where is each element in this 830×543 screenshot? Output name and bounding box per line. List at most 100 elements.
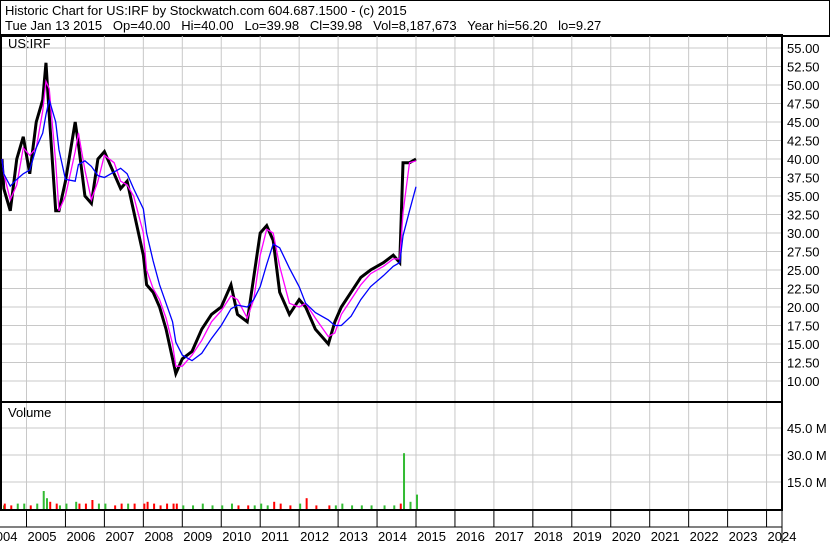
- volume-bar: [305, 498, 308, 509]
- year-label: 2004: [0, 529, 17, 543]
- volume-bar: [49, 501, 52, 509]
- volume-bar: [29, 505, 32, 509]
- volume-bar: [341, 503, 344, 509]
- volume-bar: [153, 503, 156, 509]
- volume-bar: [3, 503, 6, 509]
- volume-panel: [0, 401, 783, 511]
- volume-bar: [237, 505, 240, 509]
- header-quote: Tue Jan 13 2015 Op=40.00 Hi=40.00 Lo=39.…: [5, 18, 602, 33]
- volume-bar: [247, 505, 250, 509]
- price-tick-label: 25.00: [787, 263, 820, 278]
- year-label: 2014: [378, 529, 407, 543]
- volume-bar: [45, 498, 48, 509]
- volume-bar: [192, 505, 195, 509]
- volume-bar: [175, 503, 178, 509]
- volume-bar: [315, 505, 318, 509]
- price-tick-label: 20.00: [787, 300, 820, 315]
- price-tick-label: 42.50: [787, 134, 820, 149]
- year-label: 2021: [651, 529, 680, 543]
- volume-bar: [78, 503, 81, 509]
- volume-bar: [260, 503, 263, 509]
- year-label: 2019: [573, 529, 602, 543]
- year-label: 2009: [183, 529, 212, 543]
- year-label: 2007: [105, 529, 134, 543]
- volume-tick-label: 15.0 M: [787, 475, 827, 490]
- price-panel: [0, 34, 783, 403]
- long-moving-average: [1, 99, 417, 362]
- volume-bar: [403, 453, 406, 509]
- volume-bar: [383, 505, 386, 509]
- volume-bar: [10, 505, 13, 509]
- volume-bar: [182, 505, 185, 509]
- volume-bar: [328, 505, 331, 509]
- price-tick-label: 35.00: [787, 189, 820, 204]
- price-tick-label: 22.50: [787, 282, 820, 297]
- short-moving-average: [1, 78, 417, 367]
- price-tick-label: 40.00: [787, 152, 820, 167]
- volume-bar: [273, 501, 276, 509]
- volume-bar: [351, 505, 354, 509]
- volume-bar: [65, 503, 68, 509]
- volume-tick-label: 30.0 M: [787, 448, 827, 463]
- symbol-label: US:IRF: [8, 36, 51, 51]
- volume-bar: [159, 505, 162, 509]
- volume-bar: [42, 491, 45, 509]
- volume-bar: [211, 505, 214, 509]
- volume-bar: [23, 503, 26, 509]
- volume-bar: [266, 505, 269, 509]
- price-tick-label: 55.00: [787, 41, 820, 56]
- volume-bar: [97, 503, 100, 509]
- volume-bar: [75, 501, 78, 509]
- volume-bar: [146, 501, 149, 509]
- volume-bar: [393, 505, 396, 509]
- volume-bar: [114, 505, 117, 509]
- year-label: 2008: [144, 529, 173, 543]
- volume-bar: [55, 503, 58, 509]
- volume-bar: [143, 503, 146, 509]
- year-label: 2018: [534, 529, 563, 543]
- year-label: 2012: [300, 529, 329, 543]
- price-tick-label: 12.50: [787, 356, 820, 371]
- volume-bar: [279, 503, 282, 509]
- year-label: 2015: [417, 529, 446, 543]
- volume-bar: [370, 505, 373, 509]
- volume-bar: [104, 503, 107, 509]
- volume-bar: [16, 503, 19, 509]
- volume-tick-label: 45.0 M: [787, 421, 827, 436]
- price-line: [0, 62, 417, 379]
- volume-bar: [172, 503, 175, 509]
- price-tick-label: 50.00: [787, 78, 820, 93]
- price-tick-label: 47.50: [787, 97, 820, 112]
- year-label: 2010: [222, 529, 251, 543]
- volume-bar: [127, 503, 130, 509]
- volume-bar: [133, 503, 136, 509]
- volume-bar: [399, 503, 402, 509]
- year-label: 2016: [456, 529, 485, 543]
- volume-bar: [91, 500, 94, 509]
- year-label: 2020: [612, 529, 641, 543]
- year-label: 2011: [261, 529, 289, 543]
- year-label: 2013: [339, 529, 368, 543]
- price-tick-label: 52.50: [787, 60, 820, 75]
- volume-bar: [201, 503, 204, 509]
- volume-bar: [334, 505, 337, 509]
- price-tick-label: 27.50: [787, 245, 820, 260]
- volume-bar: [253, 505, 256, 509]
- year-label: 2022: [690, 529, 719, 543]
- volume-bar: [289, 505, 292, 509]
- volume-bar: [409, 501, 412, 509]
- price-tick-label: 10.00: [787, 374, 820, 389]
- volume-bar: [58, 505, 61, 509]
- price-tick-label: 30.00: [787, 226, 820, 241]
- year-label: 2005: [28, 529, 57, 543]
- price-tick-label: 15.00: [787, 337, 820, 352]
- volume-bar: [416, 494, 418, 509]
- header-title: Historic Chart for US:IRF by Stockwatch.…: [5, 3, 407, 18]
- price-tick-label: 37.50: [787, 171, 820, 186]
- volume-bar: [221, 505, 224, 509]
- price-tick-label: 32.50: [787, 208, 820, 223]
- volume-bar: [360, 505, 363, 509]
- volume-bar: [166, 503, 169, 509]
- volume-bar: [120, 503, 123, 509]
